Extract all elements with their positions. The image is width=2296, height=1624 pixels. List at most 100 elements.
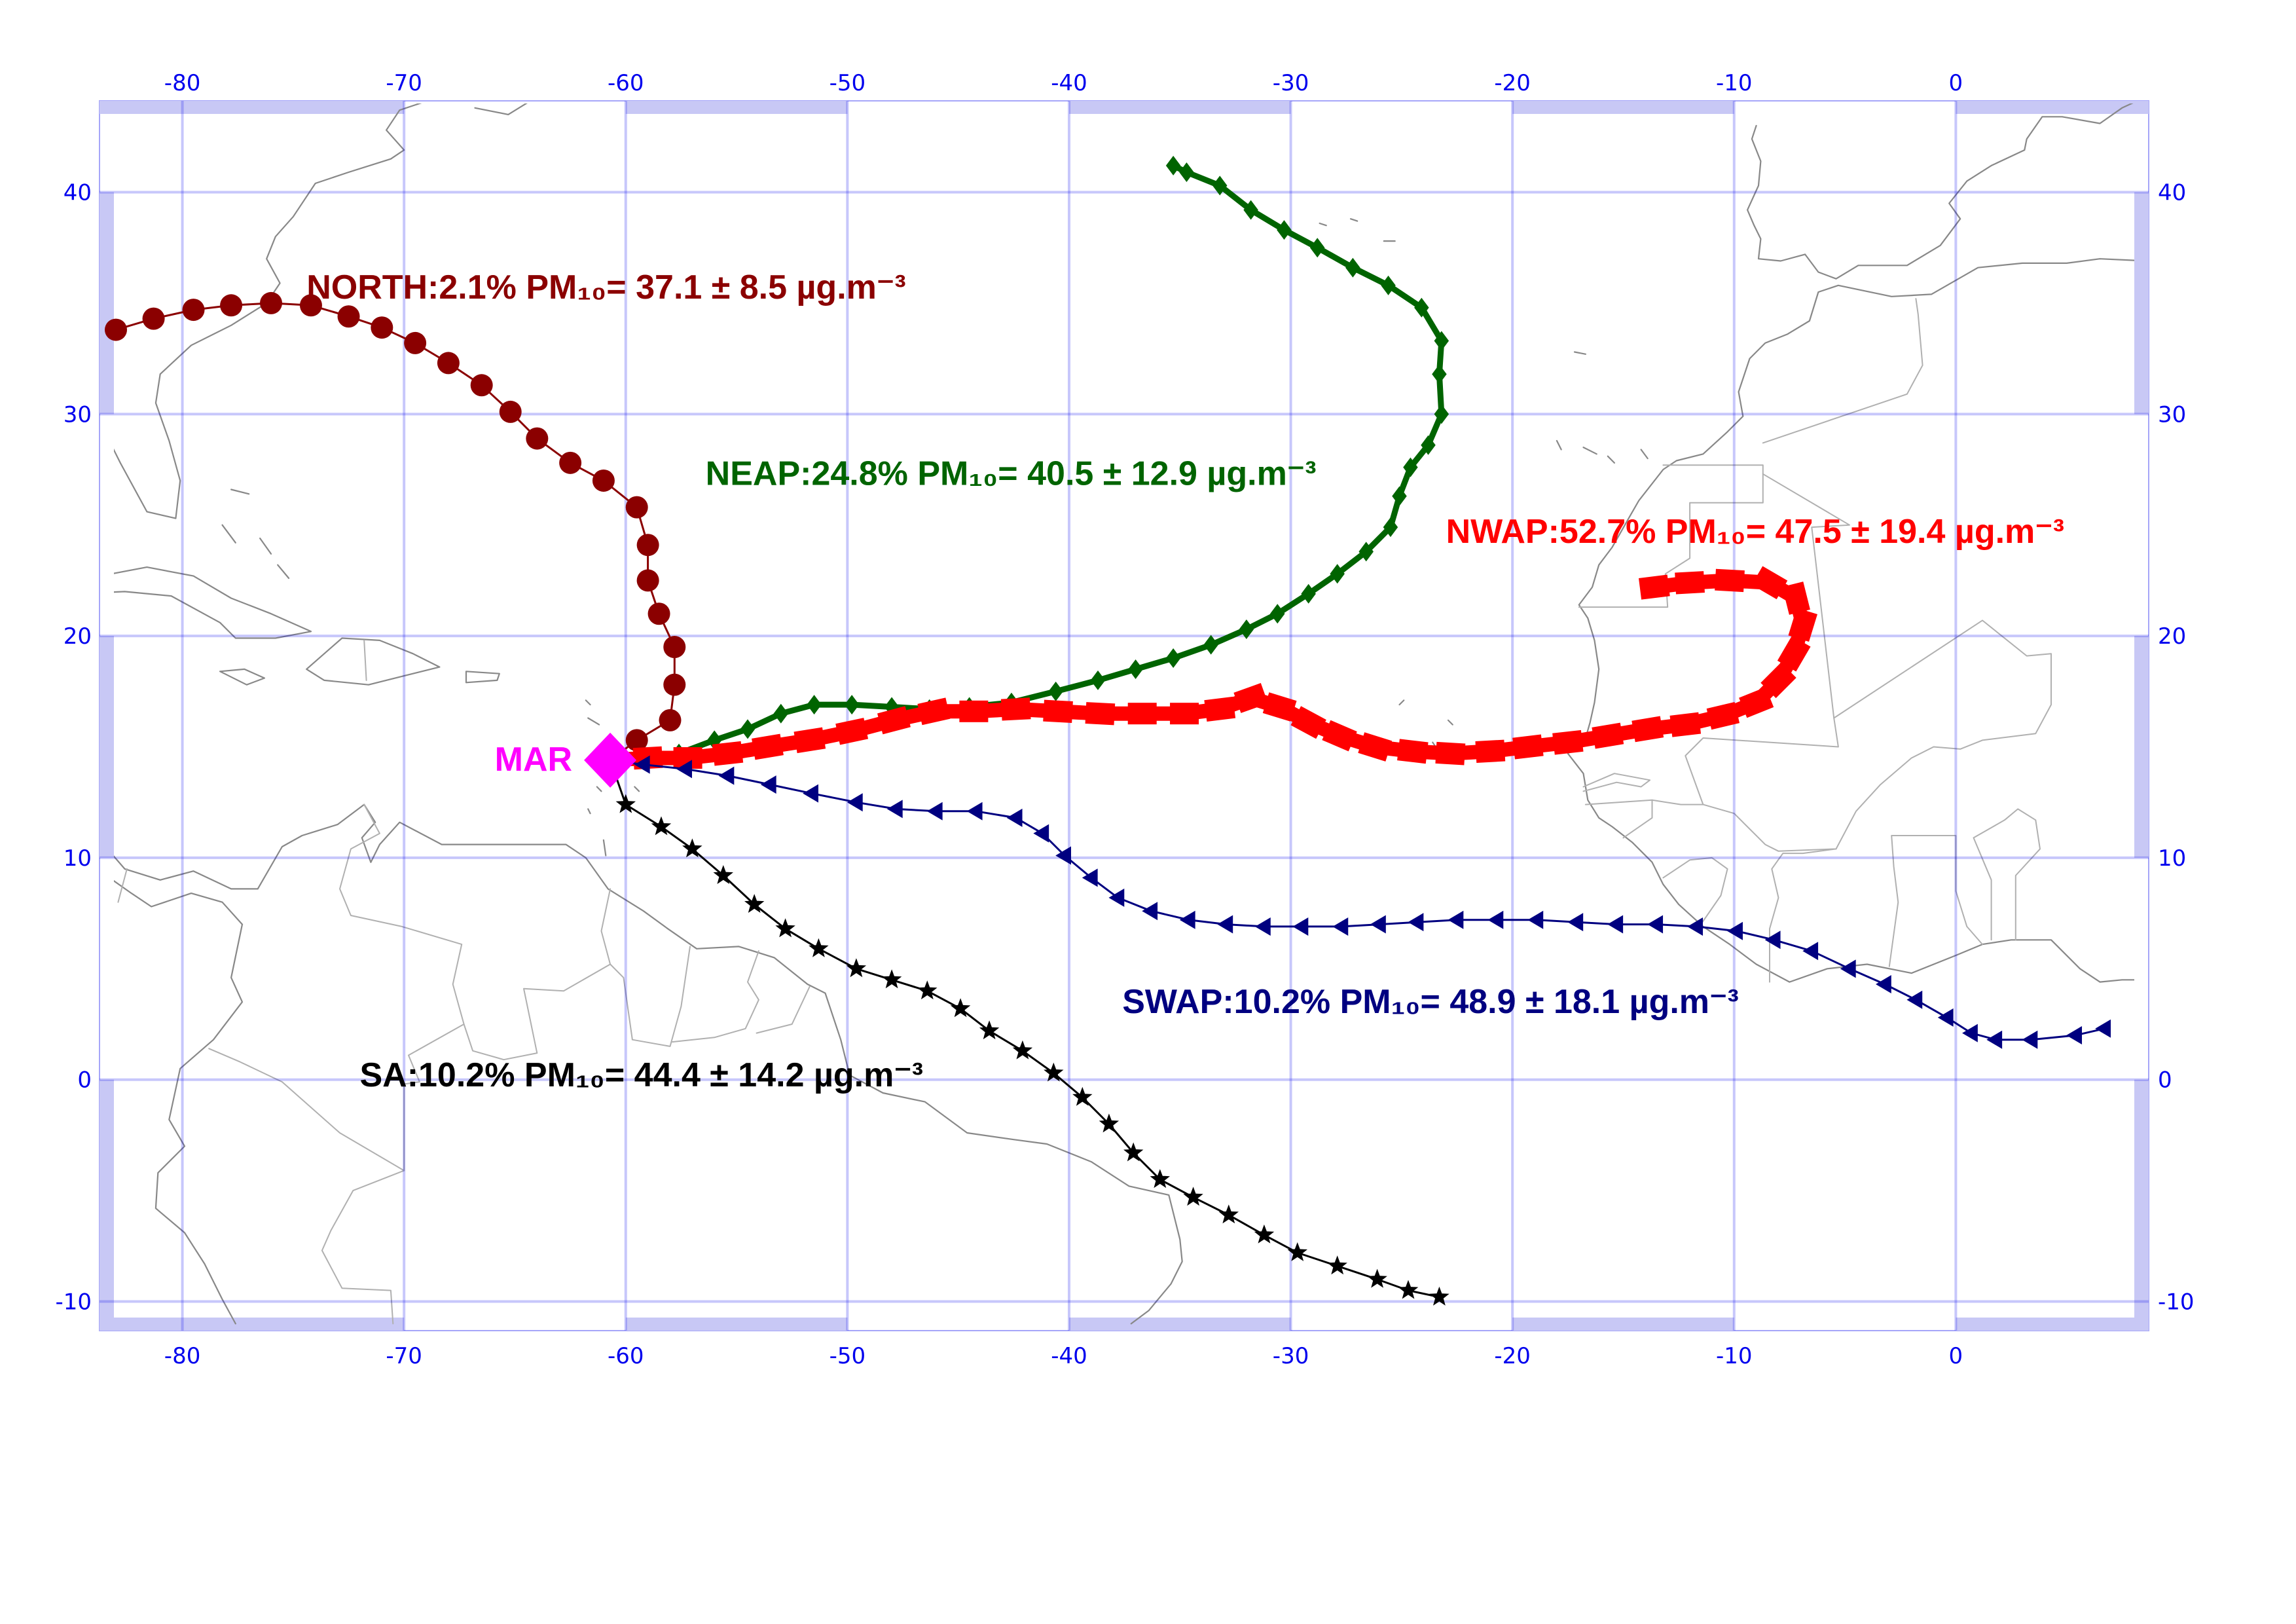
trajectory-point-sa bbox=[1072, 1086, 1093, 1106]
frame-bar-left bbox=[100, 192, 114, 415]
country-border bbox=[610, 946, 691, 1047]
trajectory-point-sa bbox=[979, 1020, 1000, 1040]
trajectory-point-neap bbox=[1383, 517, 1398, 538]
trajectory-point-swap bbox=[1292, 917, 1309, 936]
lon-tick-label-top: -70 bbox=[386, 70, 422, 96]
trajectory-point-sa bbox=[846, 958, 867, 978]
country-border bbox=[117, 868, 128, 903]
trajectory-point-nwap bbox=[1262, 692, 1297, 722]
coastline bbox=[1319, 222, 1327, 227]
country-border bbox=[1973, 808, 2041, 941]
lon-tick-label-bottom: -10 bbox=[1716, 1343, 1753, 1369]
trajectory-point-swap bbox=[1962, 1024, 1978, 1043]
trajectory-point-swap bbox=[1647, 915, 1664, 934]
lat-tick-label-right: -10 bbox=[2158, 1289, 2195, 1316]
coastline bbox=[587, 808, 591, 815]
trajectory-point-nwap bbox=[1085, 702, 1116, 726]
trajectory-point-nwap bbox=[1631, 716, 1664, 743]
trajectory-label-nwap: NWAP:52.7% PM₁₀= 47.5 ± 19.4 µg.m⁻³ bbox=[1446, 513, 2064, 551]
lon-tick-label-top: -20 bbox=[1494, 70, 1531, 96]
trajectory-point-neap bbox=[1239, 619, 1254, 639]
trajectory-point-sa bbox=[713, 865, 733, 884]
trajectory-point-swap bbox=[634, 755, 650, 774]
coastline bbox=[585, 699, 591, 706]
trajectory-point-north bbox=[470, 374, 493, 397]
lon-tick-label-bottom: -30 bbox=[1273, 1343, 1309, 1369]
tick-labels: -80 -80 -70 -70 -60 -60 -50 -50 -40 -40 -30 -30 -20 -… bbox=[55, 70, 2194, 1369]
trajectory-point-swap bbox=[1142, 902, 1158, 921]
site-label: MAR bbox=[495, 741, 572, 779]
trajectory-point-neap bbox=[773, 703, 789, 724]
trajectory-point-sa bbox=[881, 969, 902, 989]
trajectory-point-nwap bbox=[917, 697, 951, 726]
trajectory-point-sa bbox=[1012, 1040, 1033, 1060]
trajectory-point-neap bbox=[1165, 648, 1181, 668]
trajectory-point-north bbox=[663, 673, 686, 696]
lat-tick-label-right: 0 bbox=[2158, 1067, 2172, 1094]
trajectory-point-swap bbox=[1448, 910, 1464, 929]
trajectory-point-sa bbox=[744, 894, 765, 913]
frame-bar-top bbox=[100, 101, 183, 114]
trajectory-point-north bbox=[182, 299, 205, 322]
lon-tick-label-top: -40 bbox=[1051, 70, 1087, 96]
trajectory-label-north: NORTH:2.1% PM₁₀= 37.1 ± 8.5 µg.m⁻³ bbox=[306, 268, 905, 306]
country-border bbox=[463, 888, 611, 1061]
trajectory-point-swap bbox=[1254, 917, 1271, 936]
trajectory-point-nwap bbox=[1552, 729, 1584, 755]
lon-tick-label-bottom: -50 bbox=[829, 1343, 866, 1369]
trajectory-point-swap bbox=[847, 793, 863, 812]
frame-bar-right bbox=[2134, 1079, 2149, 1302]
frame-bar-bottom bbox=[1956, 1318, 2149, 1331]
trajectory-point-north bbox=[625, 496, 648, 519]
trajectory-point-north bbox=[105, 318, 127, 341]
trajectory-point-nwap bbox=[1397, 739, 1429, 764]
trajectory-point-neap bbox=[1048, 681, 1063, 701]
trajectory-point-neap bbox=[1432, 364, 1447, 384]
coastline bbox=[219, 668, 265, 686]
lat-tick-label-left: 0 bbox=[77, 1067, 92, 1094]
trajectory-point-swap bbox=[1055, 846, 1072, 865]
country-border bbox=[1702, 619, 2052, 852]
trajectory-point-sa bbox=[615, 794, 636, 813]
trajectory-point-swap bbox=[718, 766, 735, 785]
trajectory-point-sa bbox=[1183, 1187, 1203, 1206]
country-border bbox=[20, 747, 111, 792]
trajectory-point-neap bbox=[1421, 435, 1436, 455]
frame-bar-top bbox=[182, 101, 405, 114]
trajectory-point-neap bbox=[807, 695, 822, 715]
lat-tick-label-right: 30 bbox=[2158, 401, 2186, 428]
lat-tick-label-left: 40 bbox=[64, 180, 92, 206]
frame-bar-bottom bbox=[182, 1318, 405, 1331]
trajectory-point-swap bbox=[2022, 1030, 2038, 1049]
trajectory-point-sa bbox=[809, 938, 829, 957]
trajectory-point-sa bbox=[1367, 1268, 1387, 1288]
trajectory-point-neap bbox=[1277, 220, 1292, 240]
frame-bars bbox=[100, 101, 2149, 1331]
trajectory-point-sa bbox=[1044, 1062, 1064, 1082]
trajectory-point-nwap bbox=[1639, 574, 1670, 600]
trajectory-point-neap bbox=[1212, 175, 1228, 196]
trajectory-point-swap bbox=[1370, 915, 1386, 934]
lon-tick-label-bottom: -70 bbox=[386, 1343, 422, 1369]
coastline bbox=[306, 637, 441, 686]
trajectory-point-nwap bbox=[1000, 697, 1031, 721]
trajectory-point-nwap bbox=[959, 700, 989, 722]
trajectory-point-north bbox=[636, 569, 659, 592]
trajectory-point-swap bbox=[1217, 915, 1233, 934]
trajectory-point-nwap bbox=[1715, 568, 1745, 593]
trajectory-point-sa bbox=[1218, 1204, 1239, 1224]
lat-tick-label-left: 20 bbox=[64, 623, 92, 650]
trajectory-point-neap bbox=[844, 695, 860, 715]
trajectory-point-neap bbox=[1434, 404, 1449, 424]
trajectory-point-sa bbox=[950, 998, 971, 1018]
trajectory-point-neap bbox=[1128, 659, 1143, 679]
trajectory-point-north bbox=[625, 729, 648, 752]
lat-tick-label-left: -10 bbox=[55, 1289, 92, 1316]
lat-tick-label-left: 10 bbox=[64, 845, 92, 872]
trajectory-point-nwap bbox=[1777, 635, 1811, 672]
lon-tick-label-top: -10 bbox=[1716, 70, 1753, 96]
lon-tick-label-top: -50 bbox=[829, 70, 866, 96]
lon-tick-label-bottom: -40 bbox=[1051, 1343, 1087, 1369]
trajectory-point-nwap bbox=[877, 706, 911, 735]
